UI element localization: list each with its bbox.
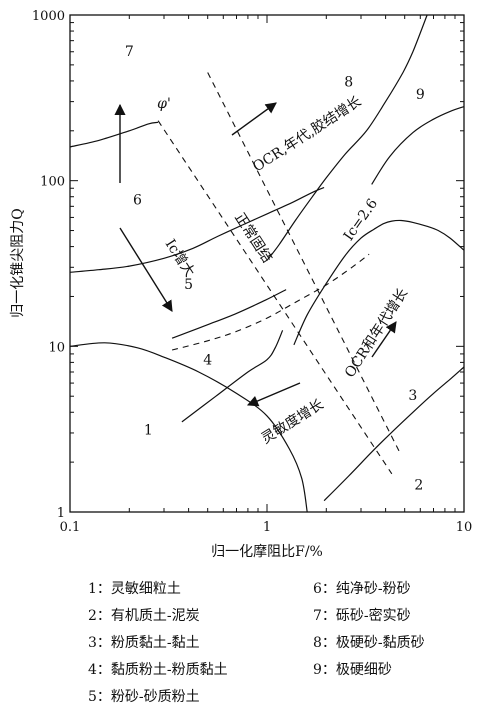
sensitivity-arrow [246, 382, 301, 407]
ocr-cementation-annotation: OCR,年代,胶结增长 [250, 93, 365, 176]
zone-label-9: 9 [416, 87, 425, 103]
phi-annotation: φ' [157, 96, 171, 112]
legend-item-7: 7：砾砂-密实砂 [313, 608, 411, 624]
zone-label-6: 6 [133, 192, 142, 208]
sensitivity-annotation: 灵敏度增长 [259, 397, 327, 448]
zone-label-2: 2 [414, 477, 423, 493]
x-tick-label: 0.1 [60, 520, 81, 535]
legend-item-6: 6：纯净砂-粉砂 [313, 581, 411, 597]
legend-item-5: 5：粉砂-砂质粉土 [88, 689, 200, 705]
ocr-age-arrow [371, 321, 397, 358]
legend-item-4: 4：黏质粉土-粉质黏土 [88, 662, 228, 678]
ocr-cementation-arrow [231, 102, 277, 136]
zone-boundary-8 [371, 106, 465, 185]
legend-item-9: 9：极硬细砂 [313, 662, 392, 678]
legend-item-8: 8：极硬砂-黏质砂 [313, 635, 425, 651]
zone-boundary-5 [181, 330, 284, 423]
ic-2-6-annotation: Ic=2.6 [341, 196, 381, 244]
ocr-age-annotation: OCR和年代增长 [342, 286, 411, 381]
x-axis-title: 归一化摩阻比F/% [211, 543, 323, 560]
zone-boundary-7 [323, 366, 465, 502]
ic-increase-arrow [119, 227, 173, 312]
zone-label-5: 5 [184, 277, 193, 293]
zone-label-8: 8 [344, 75, 353, 91]
zone-boundary-2 [69, 186, 325, 273]
zone-boundary-3 [69, 121, 159, 148]
x-tick-label: 10 [456, 520, 473, 535]
zone-boundary-1 [69, 342, 308, 513]
zone-boundary-6 [266, 14, 428, 261]
legend-item-2: 2：有机质土-泥炭 [88, 608, 200, 624]
dashed-line-1 [171, 253, 370, 351]
zone-label-7: 7 [125, 44, 134, 60]
zone-label-3: 3 [408, 388, 417, 404]
y-tick-label: 10 [48, 340, 65, 355]
normal-consolidation-annotation: 正常固结 [231, 210, 275, 266]
zone-label-1: 1 [144, 423, 153, 439]
legend-item-3: 3：粉质黏土-黏土 [88, 635, 200, 651]
legend-item-1: 1：灵敏细粒土 [88, 581, 181, 597]
y-tick-label: 1 [57, 506, 65, 521]
zone-boundary-9 [293, 219, 465, 346]
zone-boundary-4 [171, 289, 287, 339]
zone-label-4: 4 [203, 353, 212, 369]
y-tick-label: 100 [40, 175, 65, 190]
dashed-line-3 [207, 72, 402, 456]
ic-increase-annotation: Ic增大 [162, 237, 198, 280]
y-tick-label: 1000 [32, 9, 65, 24]
dashed-line-2 [157, 120, 393, 475]
y-axis-title: 归一化锥尖阻力Q [9, 208, 26, 317]
x-tick-label: 1 [263, 520, 271, 535]
